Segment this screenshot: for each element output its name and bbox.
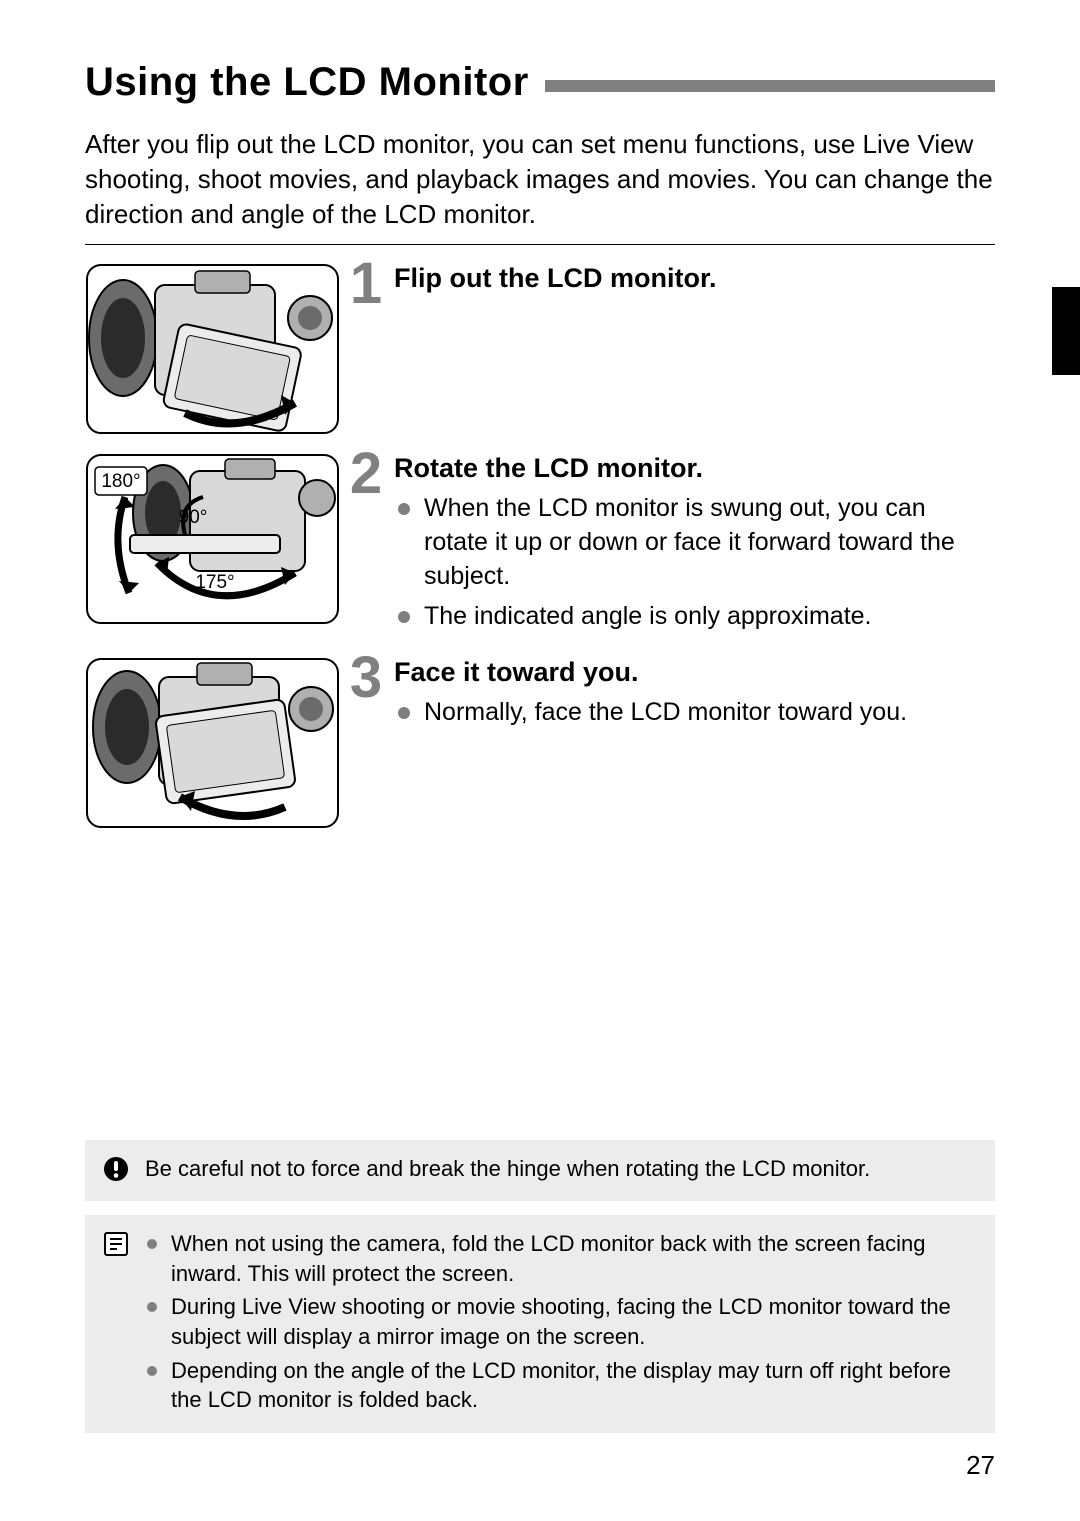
notes-bullets: When not using the camera, fold the LCD … — [145, 1229, 977, 1419]
camera-illustration-1 — [85, 263, 340, 435]
step-2-heading: Rotate the LCD monitor. — [394, 453, 995, 484]
step-1-body: 1 Flip out the LCD monitor. — [340, 263, 995, 307]
step-3-body: 3 Face it toward you. Normally, face the… — [340, 657, 995, 736]
step-1-text: Flip out the LCD monitor. — [394, 263, 995, 302]
warning-icon — [103, 1156, 131, 1187]
intro-divider — [85, 244, 995, 245]
step-2-text: Rotate the LCD monitor. When the LCD mon… — [394, 453, 995, 639]
step-3-text: Face it toward you. Normally, face the L… — [394, 657, 995, 736]
step-3-image — [85, 657, 340, 829]
note-1: When not using the camera, fold the LCD … — [145, 1229, 977, 1288]
step-1-heading: Flip out the LCD monitor. — [394, 263, 995, 294]
step-2-bullet-2: The indicated angle is only approximate. — [394, 600, 995, 634]
notes-box: When not using the camera, fold the LCD … — [85, 1215, 995, 1433]
camera-illustration-3 — [85, 657, 340, 829]
note-3: Depending on the angle of the LCD monito… — [145, 1356, 977, 1415]
title-rule — [545, 80, 995, 92]
notes-icon — [103, 1231, 131, 1262]
step-2: 180° 90° 175° 2 Rotate the LCD monitor — [85, 453, 995, 639]
warning-text: Be careful not to force and break the hi… — [145, 1154, 977, 1184]
edge-tab — [1052, 287, 1080, 375]
step-2-bullet-1: When the LCD monitor is swung out, you c… — [394, 492, 995, 593]
step-1-number: 1 — [344, 261, 388, 307]
step-2-bullets: When the LCD monitor is swung out, you c… — [394, 492, 995, 633]
page-number: 27 — [966, 1450, 995, 1481]
step-3-bullets: Normally, face the LCD monitor toward yo… — [394, 696, 995, 730]
steps-container: 1 Flip out the LCD monitor. — [85, 263, 995, 829]
page-title: Using the LCD Monitor — [85, 60, 529, 105]
step-2-body: 2 Rotate the LCD monitor. When the LCD m… — [340, 453, 995, 639]
step-1: 1 Flip out the LCD monitor. — [85, 263, 995, 435]
step-3-bullet-1: Normally, face the LCD monitor toward yo… — [394, 696, 995, 730]
step-2-image: 180° 90° 175° — [85, 453, 340, 625]
step-3-number: 3 — [344, 655, 388, 701]
step-2-number: 2 — [344, 451, 388, 497]
note-2: During Live View shooting or movie shoot… — [145, 1292, 977, 1351]
camera-illustration-2: 180° 90° 175° — [85, 453, 340, 625]
step-1-image — [85, 263, 340, 435]
warning-box: Be careful not to force and break the hi… — [85, 1140, 995, 1201]
notes-area: Be careful not to force and break the hi… — [85, 1126, 995, 1433]
angle-180-label: 180° — [101, 471, 140, 492]
intro-paragraph: After you flip out the LCD monitor, you … — [85, 127, 995, 232]
step-3: 3 Face it toward you. Normally, face the… — [85, 657, 995, 829]
title-row: Using the LCD Monitor — [85, 60, 995, 105]
step-3-heading: Face it toward you. — [394, 657, 995, 688]
